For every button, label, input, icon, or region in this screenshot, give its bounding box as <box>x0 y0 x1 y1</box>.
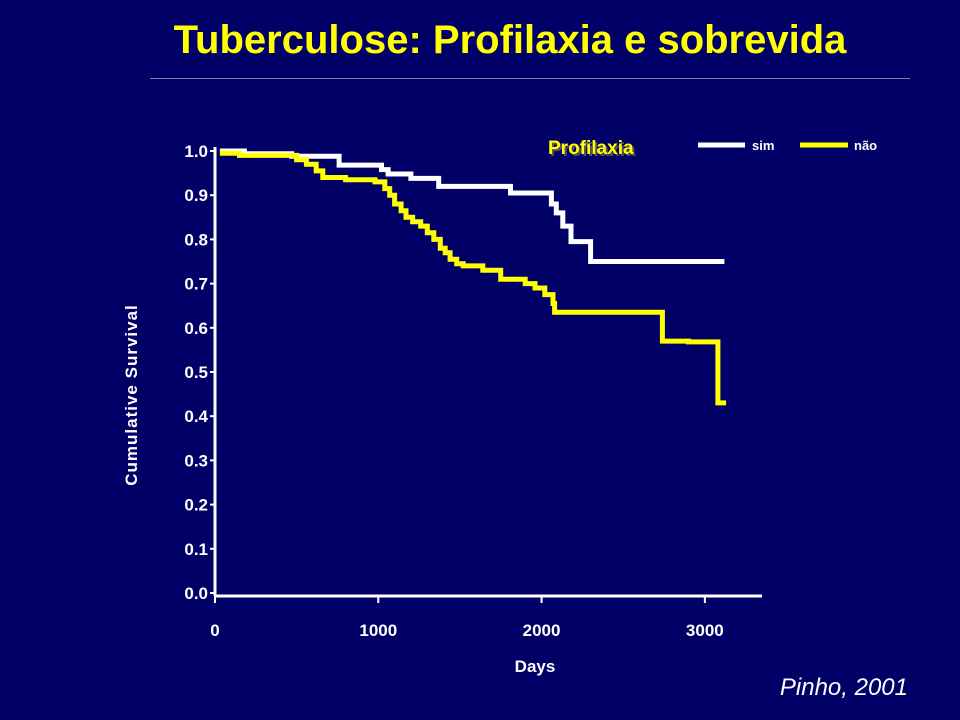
x-tick-label: 0 <box>210 621 219 640</box>
legend-title: Profilaxia <box>548 138 634 159</box>
y-tick-label: 0.1 <box>184 540 208 559</box>
y-tick-label: 0.3 <box>184 451 208 470</box>
y-tick-label: 0.7 <box>184 275 208 294</box>
y-tick-label: 0.8 <box>184 230 208 249</box>
x-tick-label: 3000 <box>686 621 724 640</box>
x-tick-label: 1000 <box>359 621 397 640</box>
series-line-sim <box>219 148 725 264</box>
x-axis-ticks: 0 1000 2000 3000 <box>210 596 724 640</box>
y-tick-label: 0.4 <box>184 407 208 426</box>
legend-label-nao: não <box>854 138 877 153</box>
y-tick-label: 0.0 <box>184 584 208 603</box>
series-layer <box>219 148 727 406</box>
y-tick-label: 0.9 <box>184 186 208 205</box>
y-tick-label: 1.0 <box>184 142 208 161</box>
x-tick-label: 2000 <box>523 621 561 640</box>
y-axis-label: Cumulative Survival <box>122 304 141 486</box>
legend-title-shadow: Profilaxia <box>550 140 636 161</box>
legend: Profilaxia Profilaxia sim não <box>548 138 877 161</box>
x-axis-label: Days <box>515 657 556 676</box>
legend-label-sim: sim <box>752 138 774 153</box>
series-line-nao <box>219 150 727 406</box>
slide-title: Tuberculose: Profilaxia e sobrevida <box>173 18 847 62</box>
y-tick-label: 0.6 <box>184 319 208 338</box>
y-tick-label: 0.5 <box>184 363 208 382</box>
title-divider <box>150 78 910 79</box>
y-axis-ticks: 0.0 0.1 0.2 0.3 0.4 0.5 0.6 0.7 0.8 0.9 1.0 <box>184 142 215 603</box>
y-tick-label: 0.2 <box>184 496 208 515</box>
citation: Pinho, 2001 <box>779 674 908 701</box>
